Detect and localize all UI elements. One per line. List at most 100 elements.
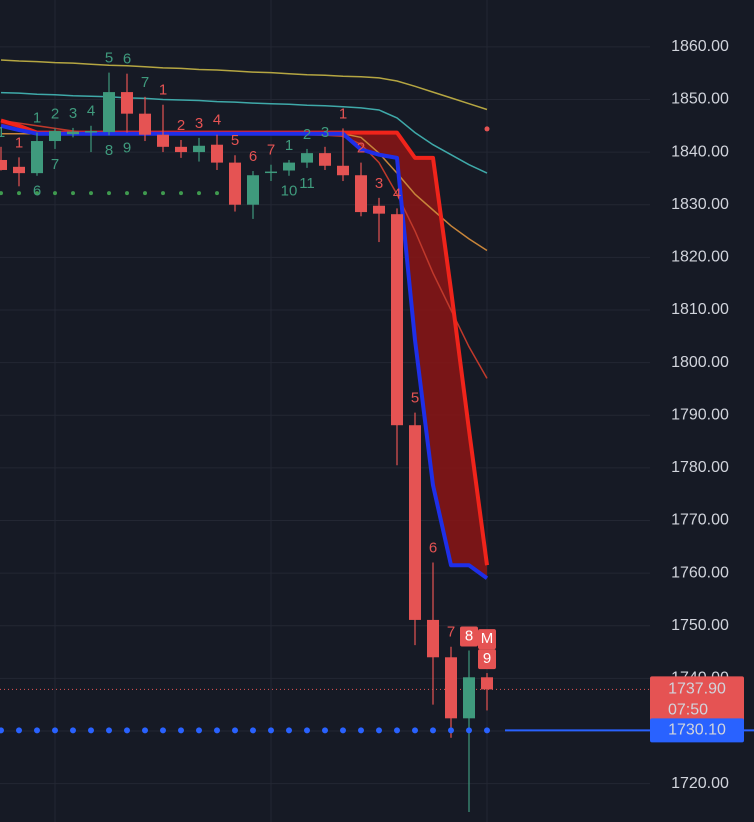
- level-dot: [34, 727, 40, 734]
- level-dot: [232, 727, 238, 734]
- candle-body: [0, 159, 7, 170]
- y-tick-label: 1870.00: [671, 0, 729, 2]
- level-dot: [106, 727, 112, 734]
- price-label-time: 07:50: [668, 702, 708, 719]
- count-label: 1: [159, 82, 167, 99]
- count-label: 9: [123, 140, 131, 157]
- count-label: 10: [281, 183, 298, 200]
- count-box: [478, 629, 496, 650]
- candle-body: [49, 131, 61, 142]
- y-tick-label: 1840.00: [671, 143, 729, 160]
- count-label: 6: [123, 51, 131, 68]
- candle-body: [139, 113, 151, 135]
- count-label: 7: [267, 142, 275, 159]
- count-label: 7: [447, 624, 455, 641]
- count-label: 6: [33, 183, 41, 200]
- count-label: 7: [51, 156, 59, 173]
- level-dot: [268, 727, 274, 734]
- level-dot: [53, 191, 57, 196]
- count-box: [460, 626, 478, 647]
- count-label: 9: [483, 650, 491, 667]
- count-label: 2: [51, 105, 59, 122]
- y-tick-label: 1780.00: [671, 459, 729, 476]
- candle-body: [247, 175, 259, 205]
- level-dot: [376, 727, 382, 734]
- candle-body: [103, 92, 115, 133]
- level-dot: [340, 727, 346, 734]
- moving-average-line: [0, 91, 488, 174]
- moving-average-line: [0, 59, 488, 111]
- level-dot: [412, 727, 418, 734]
- count-label: 2: [357, 140, 365, 157]
- level-dot: [466, 727, 472, 734]
- level-dot: [143, 191, 147, 196]
- candle-body: [391, 214, 403, 426]
- level-dot: [214, 727, 220, 734]
- level-dot: [286, 727, 292, 734]
- candle-body: [175, 146, 187, 153]
- y-tick-label: 1760.00: [671, 564, 729, 581]
- level-dot: [197, 191, 201, 196]
- y-tick-label: 1850.00: [671, 91, 729, 108]
- candle-body: [157, 134, 169, 147]
- level-dot: [215, 191, 219, 196]
- count-label: 5: [231, 132, 239, 149]
- count-label: 1: [15, 134, 23, 151]
- level-dot: [0, 727, 4, 734]
- y-tick-label: 1750.00: [671, 617, 729, 634]
- level-dot: [17, 191, 21, 196]
- level-dot: [394, 727, 400, 734]
- count-label: 11: [299, 175, 315, 192]
- signal-marker: [484, 126, 490, 132]
- level-dot: [125, 191, 129, 196]
- candle-body: [373, 205, 385, 214]
- candle-body: [301, 153, 313, 163]
- candle-body: [229, 162, 241, 205]
- level-dot: [16, 727, 22, 734]
- count-label: 4: [87, 103, 95, 120]
- candle-body: [355, 175, 367, 213]
- candle-body: [67, 131, 79, 135]
- count-label: M: [481, 630, 494, 647]
- level-dot: [52, 727, 58, 734]
- count-label: 6: [249, 148, 257, 165]
- count-label: 7: [141, 74, 149, 91]
- candle-body: [265, 171, 277, 174]
- level-dot: [448, 727, 454, 734]
- y-tick-label: 1830.00: [671, 196, 729, 213]
- count-label: 1: [33, 110, 41, 127]
- count-label: 8: [105, 142, 113, 159]
- level-dot: [124, 727, 130, 734]
- level-dot: [70, 727, 76, 734]
- candle-body: [31, 141, 43, 174]
- candle-body: [193, 145, 205, 153]
- count-label: 2: [303, 126, 311, 143]
- count-label: 1: [0, 124, 5, 141]
- cloud-lower-line: [0, 123, 489, 580]
- count-label: 4: [393, 185, 401, 202]
- y-tick-label: 1790.00: [671, 406, 729, 423]
- count-label: 1: [285, 137, 293, 154]
- count-label: 8: [465, 627, 473, 644]
- level-dot: [358, 727, 364, 734]
- count-label: 3: [375, 175, 383, 192]
- candle-body: [13, 166, 25, 174]
- count-label: 3: [195, 115, 203, 132]
- y-tick-label: 1860.00: [671, 38, 729, 55]
- candle-body: [319, 153, 331, 166]
- candle-body: [121, 92, 133, 114]
- price-label: 1737.90: [668, 681, 726, 698]
- level-dot: [160, 727, 166, 734]
- count-label: 3: [321, 124, 329, 141]
- count-label: 1: [339, 105, 347, 122]
- candle-body: [445, 657, 457, 719]
- count-label: 2: [177, 117, 185, 134]
- level-dot: [430, 727, 436, 734]
- price-label-box: [650, 676, 744, 723]
- level-dot: [304, 727, 310, 734]
- count-label: 3: [69, 105, 77, 122]
- level-dot: [35, 191, 39, 196]
- count-label: 6: [429, 540, 437, 557]
- level-dot: [250, 727, 256, 734]
